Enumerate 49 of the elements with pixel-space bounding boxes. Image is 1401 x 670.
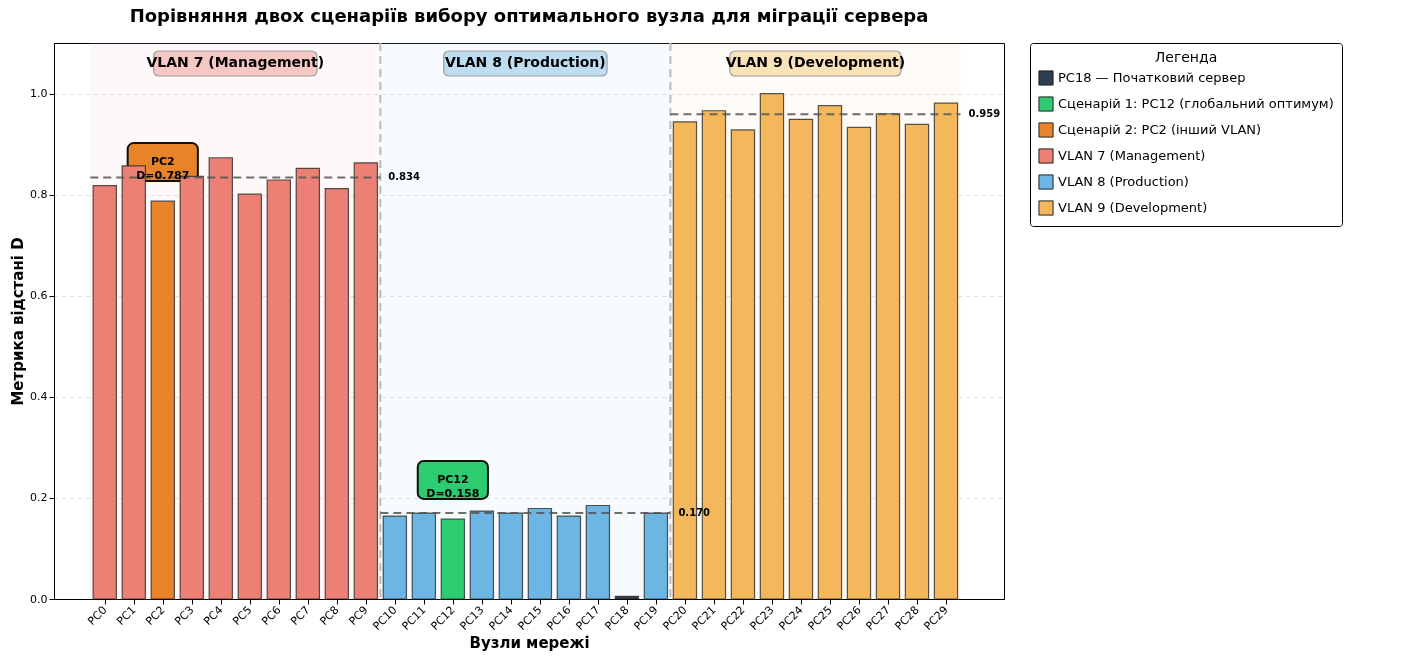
x-tick-label: PC1: [114, 603, 139, 628]
y-tick-label: 0.0: [30, 592, 48, 606]
bar: [788, 118, 814, 600]
x-axis-title: Вузли мережі: [469, 634, 590, 653]
y-tick-label: 0.8: [30, 188, 48, 202]
bar: [556, 515, 582, 600]
bar: [643, 512, 669, 600]
band-label: VLAN 8 (Production): [445, 54, 606, 70]
band-label: VLAN 9 (Development): [725, 54, 906, 70]
bar: [875, 113, 901, 600]
bar: [817, 105, 843, 600]
ref-line-label: 0.959: [968, 108, 1001, 120]
y-axis-title: Метрика відстані D: [9, 237, 28, 406]
legend-label: VLAN 8 (Production): [1058, 174, 1189, 189]
bar: [324, 187, 350, 600]
bar: [527, 507, 553, 600]
bar: [208, 157, 233, 600]
bar: [440, 518, 466, 600]
bar: [382, 515, 408, 600]
ref-line-label: 0.834: [388, 171, 421, 183]
y-tick-label: 0.6: [30, 289, 48, 303]
bar: [730, 129, 756, 600]
bar: [150, 200, 175, 600]
bar: [498, 512, 524, 600]
legend-label: VLAN 7 (Management): [1058, 148, 1206, 163]
bar: [237, 193, 262, 600]
bar: [933, 102, 959, 600]
y-tick-label: 0.2: [30, 491, 48, 505]
bar: [469, 510, 495, 600]
bar: [846, 126, 872, 600]
y-tick-label: 0.4: [30, 390, 48, 404]
legend-label: Сценарій 2: PC2 (інший VLAN): [1058, 122, 1262, 137]
bar: [614, 595, 640, 600]
bar: [92, 184, 117, 600]
bar: [353, 162, 379, 600]
legend-label: PC18 — Початковий сервер: [1058, 70, 1246, 85]
y-tick-label: 1.0: [30, 87, 48, 101]
chart-title: Порівняння двох сценаріїв вибору оптимального вузла для міграції сервера: [129, 5, 929, 26]
bar: [266, 179, 292, 600]
bar: [759, 92, 785, 600]
legend-label: VLAN 9 (Development): [1058, 200, 1208, 215]
bar: [904, 123, 930, 600]
legend-title: Легенда: [1154, 49, 1218, 65]
legend-label: Сценарій 1: PC12 (глобальний оптимум): [1058, 96, 1334, 111]
bar: [585, 504, 611, 600]
bar: [411, 512, 437, 600]
band-label: VLAN 7 (Management): [146, 54, 325, 70]
annotation: PC12 D=0.158: [426, 472, 480, 500]
bar: [295, 167, 321, 600]
